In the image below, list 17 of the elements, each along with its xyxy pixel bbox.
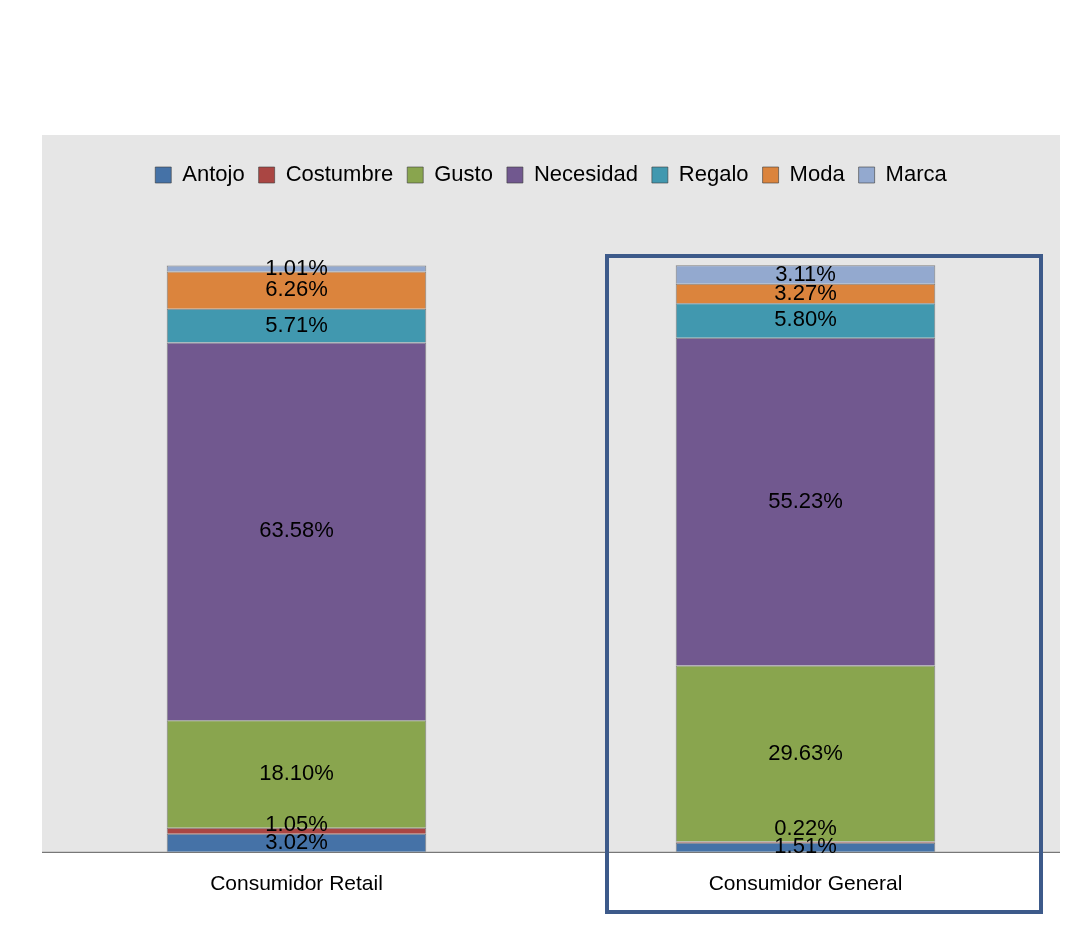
data-label: 5.80% bbox=[774, 306, 837, 332]
legend-label: Moda bbox=[789, 161, 846, 187]
data-label: 6.26% bbox=[265, 276, 328, 302]
legend-label: Antojo bbox=[182, 161, 245, 187]
legend-label: Necesidad bbox=[533, 161, 638, 187]
legend-label: Costumbre bbox=[285, 161, 394, 187]
x-tick-label: Consumidor General bbox=[708, 871, 903, 895]
legend-label: Regalo bbox=[678, 161, 749, 187]
data-label: 29.63% bbox=[768, 739, 843, 765]
x-tick-label: Consumidor Retail bbox=[210, 871, 383, 895]
data-label: 55.23% bbox=[768, 487, 843, 513]
data-label: 3.11% bbox=[775, 260, 836, 286]
data-label: 63.58% bbox=[259, 517, 334, 543]
legend-label: Gusto bbox=[434, 161, 493, 187]
data-label: 5.71% bbox=[265, 311, 328, 337]
legend-label: Marca bbox=[885, 161, 948, 187]
data-label: 18.10% bbox=[259, 759, 334, 785]
